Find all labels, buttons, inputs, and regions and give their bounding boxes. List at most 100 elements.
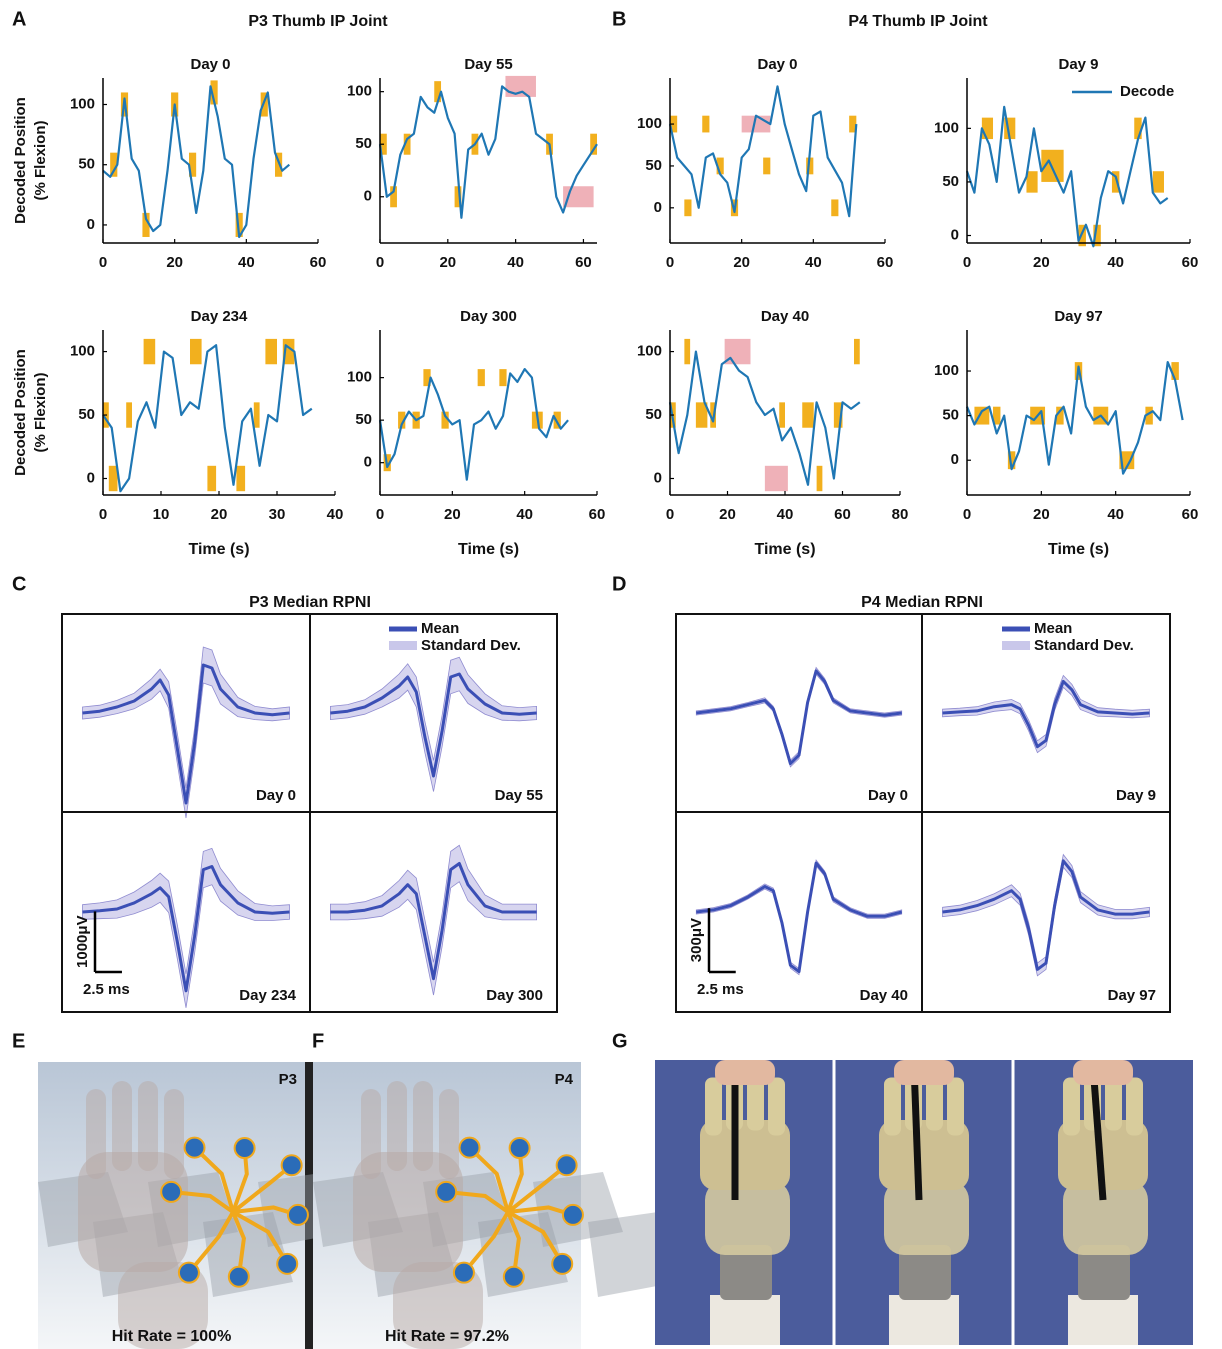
- x-tick-label: 20: [444, 506, 461, 523]
- x-tick-label: 60: [589, 506, 606, 523]
- highlight-target: [505, 76, 536, 97]
- y-tick-label: 100: [934, 362, 959, 379]
- y-axis-label: Decoded Position: [12, 97, 29, 224]
- y-tick-label: 100: [637, 343, 662, 360]
- prosthesis-finger: [1126, 1078, 1143, 1136]
- x-tick-label: 0: [963, 506, 971, 523]
- target-sphere: [436, 1182, 456, 1202]
- y-axis-label: (% Flexion): [32, 120, 49, 200]
- target: [126, 402, 132, 427]
- y-tick-label: 50: [645, 157, 662, 174]
- group-title: P3 Median RPNI: [249, 594, 371, 611]
- y-tick-label: 0: [364, 188, 372, 205]
- panel-day: Day 97: [1108, 987, 1156, 1004]
- y-axis-label: Decoded Position: [12, 349, 29, 476]
- x-axis-label: Time (s): [1048, 541, 1109, 558]
- target: [817, 466, 823, 491]
- panel-label: G: [612, 1030, 628, 1052]
- target: [207, 466, 216, 491]
- legend-label: Standard Dev.: [1034, 637, 1134, 654]
- x-tick-label: 0: [99, 506, 107, 523]
- chart-title: Day 0: [190, 56, 230, 73]
- panel-day: Day 300: [486, 987, 543, 1004]
- target: [854, 339, 860, 364]
- x-tick-label: 0: [376, 254, 384, 271]
- chart-title: Day 40: [761, 308, 809, 325]
- target: [236, 466, 245, 491]
- y-tick-label: 0: [364, 454, 372, 471]
- prosthesis-base: [710, 1295, 780, 1345]
- target-sphere: [563, 1205, 583, 1225]
- target: [109, 466, 118, 491]
- target: [982, 118, 993, 139]
- x-tick-label: 40: [1107, 506, 1124, 523]
- operator-hand: [1073, 1060, 1133, 1085]
- render-caption: Hit Rate = 100%: [112, 1328, 232, 1345]
- prosthesis-finger: [768, 1078, 785, 1136]
- panel-day: Day 0: [868, 787, 908, 804]
- y-tick-label: 50: [942, 407, 959, 424]
- x-tick-label: 80: [892, 506, 909, 523]
- target-sphere: [454, 1263, 474, 1283]
- prosthesis-base: [1068, 1295, 1138, 1345]
- panel-day: Day 40: [860, 987, 908, 1004]
- y-tick-label: 50: [355, 135, 372, 152]
- legend-swatch: [1002, 641, 1030, 650]
- x-tick-label: 60: [310, 254, 327, 271]
- mean-waveform: [83, 665, 290, 803]
- x-tick-label: 60: [877, 254, 894, 271]
- legend-swatch: [389, 641, 417, 650]
- x-axis-label: Time (s): [188, 541, 249, 558]
- legend-label: Standard Dev.: [421, 637, 521, 654]
- y-axis-label: (% Flexion): [32, 372, 49, 452]
- target-sphere: [557, 1155, 577, 1175]
- target-sphere: [510, 1138, 530, 1158]
- target: [1153, 171, 1164, 192]
- operator-hand: [894, 1060, 954, 1085]
- target-sphere: [277, 1254, 297, 1274]
- x-tick-label: 30: [269, 506, 286, 523]
- x-tick-label: 20: [733, 254, 750, 271]
- target: [190, 339, 202, 364]
- x-tick-label: 20: [1033, 506, 1050, 523]
- y-tick-label: 100: [637, 115, 662, 132]
- panel-day: Day 0: [256, 787, 296, 804]
- target: [478, 369, 485, 386]
- x-tick-label: 20: [211, 506, 228, 523]
- scale-bar-y-label: 300μV: [688, 918, 705, 962]
- hand-finger: [361, 1089, 381, 1179]
- target: [779, 402, 785, 427]
- hand-finger: [138, 1081, 158, 1171]
- panel-label: B: [612, 8, 626, 30]
- group-title: P3 Thumb IP Joint: [248, 13, 388, 30]
- mean-waveform: [696, 863, 901, 972]
- mean-waveform: [696, 671, 901, 764]
- panel-day: Day 9: [1116, 787, 1156, 804]
- x-tick-label: 60: [575, 254, 592, 271]
- target: [702, 116, 709, 133]
- y-tick-label: 50: [645, 406, 662, 423]
- x-tick-label: 60: [1182, 254, 1199, 271]
- y-tick-label: 50: [78, 156, 95, 173]
- x-tick-label: 40: [327, 506, 344, 523]
- panel-label: C: [12, 573, 26, 595]
- y-tick-label: 100: [70, 343, 95, 360]
- target-sphere: [235, 1138, 255, 1158]
- legend-label: Mean: [421, 620, 459, 637]
- y-tick-label: 0: [654, 469, 662, 486]
- panel-label: A: [12, 8, 26, 30]
- target: [499, 369, 506, 386]
- chart-title: Day 0: [757, 56, 797, 73]
- target-sphere: [282, 1155, 302, 1175]
- prosthesis-forearm: [884, 1180, 969, 1255]
- scale-bar-x-label: 2.5 ms: [697, 981, 744, 998]
- panel-day: Day 55: [495, 787, 543, 804]
- legend-label: Mean: [1034, 620, 1072, 637]
- x-axis-label: Time (s): [754, 541, 815, 558]
- hand-finger: [387, 1081, 407, 1171]
- y-tick-label: 0: [654, 199, 662, 216]
- target: [684, 199, 691, 216]
- prosthesis-finger: [947, 1078, 964, 1136]
- target: [802, 402, 814, 427]
- hand-finger: [413, 1081, 433, 1171]
